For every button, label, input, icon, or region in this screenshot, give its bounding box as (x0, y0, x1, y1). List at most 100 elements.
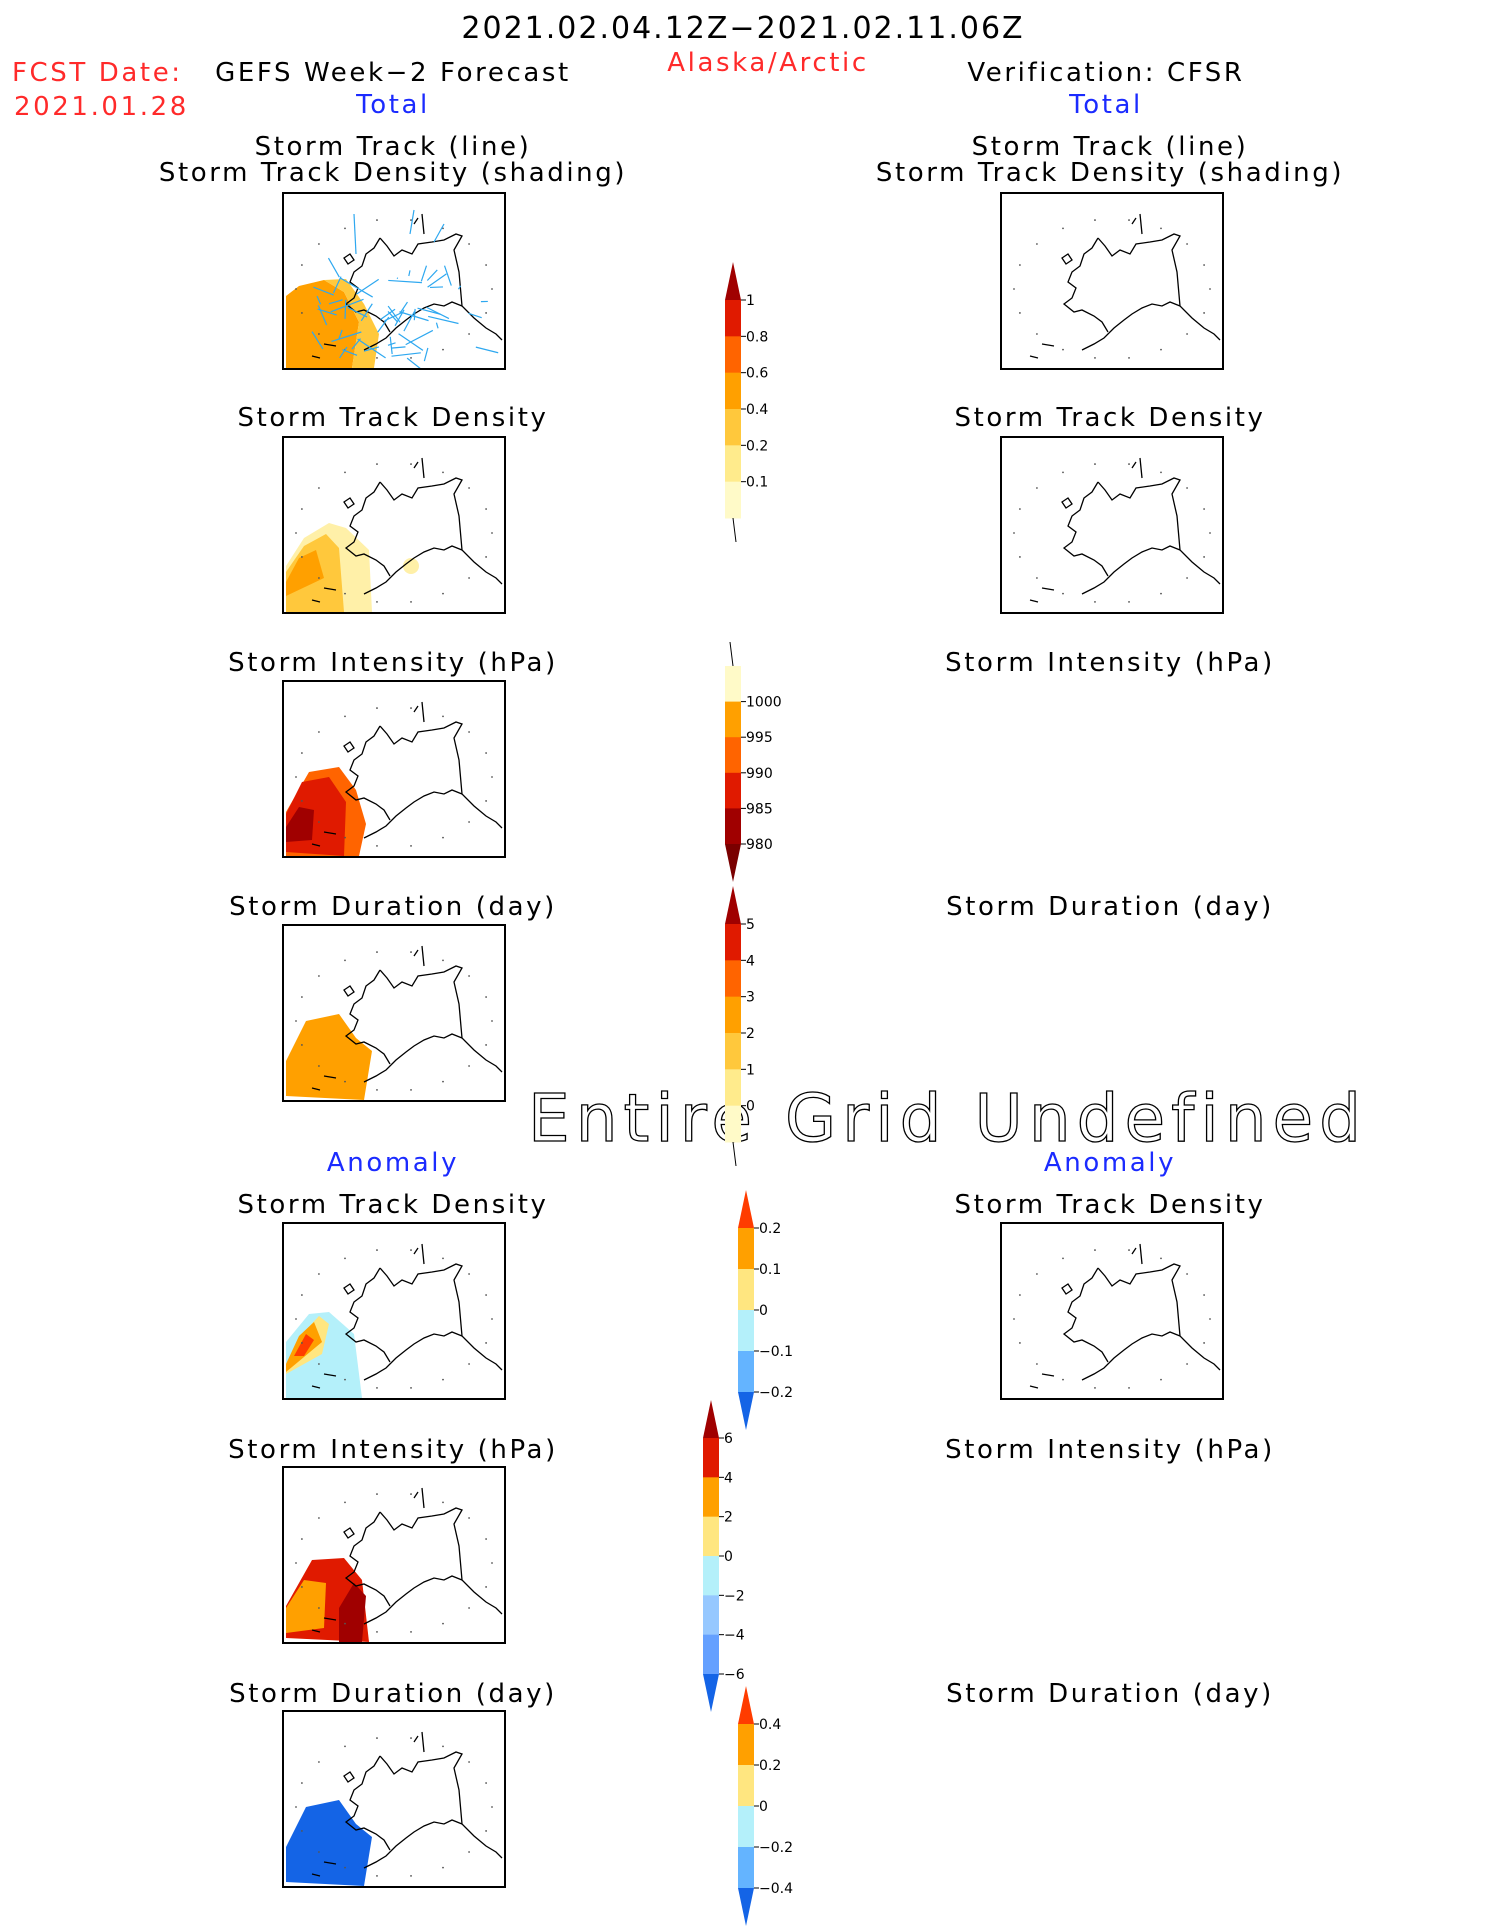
coastline (1030, 588, 1054, 602)
map-density-right (1000, 436, 1224, 614)
coastline (1062, 254, 1072, 264)
left-anom-density-title: Storm Track Density (238, 1192, 549, 1218)
colorbar-tick-label: 1 (746, 1062, 755, 1078)
coastline (1064, 238, 1108, 332)
graticule-dot (1094, 357, 1096, 359)
coastline (1132, 1244, 1142, 1264)
graticule-dot (376, 1875, 378, 1877)
colorbar-arrow-top (703, 1400, 719, 1438)
graticule-dot (1036, 487, 1038, 489)
colorbar-swatch (738, 1228, 754, 1270)
graticule-dot (485, 1538, 487, 1540)
graticule-dot (344, 1257, 346, 1259)
colorbar-lead-bottom (733, 1142, 736, 1166)
graticule-dot (485, 264, 487, 266)
graticule-dot (318, 577, 320, 579)
storm-track-segment (392, 353, 421, 356)
map-intensity-left (282, 680, 506, 858)
graticule-dot (1203, 264, 1205, 266)
colorbar-tick-label: −0.4 (759, 1881, 793, 1897)
graticule-dot (491, 1020, 493, 1022)
colorbar-tick-label: −2 (724, 1588, 745, 1604)
coastline (1132, 214, 1142, 234)
graticule-dot (1062, 349, 1064, 351)
right-intensity-title: Storm Intensity (hPa) (945, 650, 1275, 676)
verification-title: Verification: CFSR (967, 60, 1244, 86)
colorbar-arrow-bottom (725, 844, 741, 882)
storm-track-segment (430, 287, 443, 288)
graticule-dot (376, 1249, 378, 1251)
graticule-dot (485, 1782, 487, 1784)
colorbar-swatch (703, 1477, 719, 1517)
colorbar-swatch (703, 1517, 719, 1557)
map-anom-intensity-left (282, 1466, 506, 1644)
graticule-dot (442, 1257, 444, 1259)
total-label-left: Total (356, 92, 430, 118)
coastline (344, 1772, 354, 1782)
colorbar-tick-label: 0 (724, 1549, 733, 1565)
graticule-dot (1186, 1273, 1188, 1275)
coastline (414, 1244, 424, 1264)
graticule-dot (344, 1379, 346, 1381)
graticule-dot (1013, 288, 1015, 290)
graticule-dot (1036, 243, 1038, 245)
colorbar-lead-bottom (733, 518, 736, 542)
graticule-dot (301, 1782, 303, 1784)
graticule-dot (442, 593, 444, 595)
coastline (1082, 302, 1180, 350)
graticule-dot (1062, 227, 1064, 229)
graticule-dot (301, 556, 303, 558)
storm-track-segment (328, 258, 339, 277)
graticule-dot (1019, 312, 1021, 314)
graticule-dot (485, 800, 487, 802)
colorbar-tick-label: 0.2 (759, 1758, 781, 1774)
graticule-dot (468, 1851, 470, 1853)
map-anom-density-right (1000, 1222, 1224, 1400)
colorbar-swatch (725, 1069, 741, 1106)
graticule-dot (1128, 463, 1130, 465)
coastline (364, 790, 462, 838)
colorbar-anom-duration: 0.40.20−0.2−0.4 (728, 1686, 818, 1926)
graticule-dot (1203, 1294, 1205, 1296)
graticule-dot (485, 1044, 487, 1046)
graticule-dot (442, 837, 444, 839)
graticule-dot (1203, 312, 1205, 314)
graticule-dot (301, 1586, 303, 1588)
coastline (1062, 1284, 1072, 1294)
graticule-dot (442, 349, 444, 351)
colorbar-total-density: 10.80.60.40.20.1 (715, 262, 805, 542)
graticule-dot (491, 532, 493, 534)
colorbar-arrow-top (725, 886, 741, 924)
colorbar-swatch (725, 666, 741, 702)
graticule-dot (301, 996, 303, 998)
graticule-dot (376, 1493, 378, 1495)
graticule-dot (318, 1065, 320, 1067)
storm-track-segment (427, 270, 437, 281)
colorbar-tick-label: 0.1 (759, 1262, 781, 1278)
graticule-dot (301, 800, 303, 802)
graticule-dot (376, 219, 378, 221)
graticule-dot (301, 1044, 303, 1046)
colorbar-swatch (725, 409, 741, 446)
graticule-dot (442, 1745, 444, 1747)
graticule-dot (410, 1387, 412, 1389)
colorbar-swatch (738, 1765, 754, 1807)
graticule-dot (1019, 1294, 1021, 1296)
graticule-dot (410, 1737, 412, 1739)
colorbar-lead-top (730, 642, 733, 666)
graticule-dot (376, 1387, 378, 1389)
graticule-dot (491, 1806, 493, 1808)
coastline (344, 1284, 354, 1294)
graticule-dot (318, 487, 320, 489)
coastline (344, 498, 354, 508)
colorbar-tick-label: 990 (746, 766, 773, 782)
graticule-dot (376, 1089, 378, 1091)
graticule-dot (468, 1517, 470, 1519)
coastline (1062, 498, 1072, 508)
storm-track-segment (354, 214, 356, 254)
graticule-dot (301, 264, 303, 266)
colorbar-swatch (725, 373, 741, 410)
colorbar-swatch (703, 1438, 719, 1478)
graticule-dot (410, 357, 412, 359)
